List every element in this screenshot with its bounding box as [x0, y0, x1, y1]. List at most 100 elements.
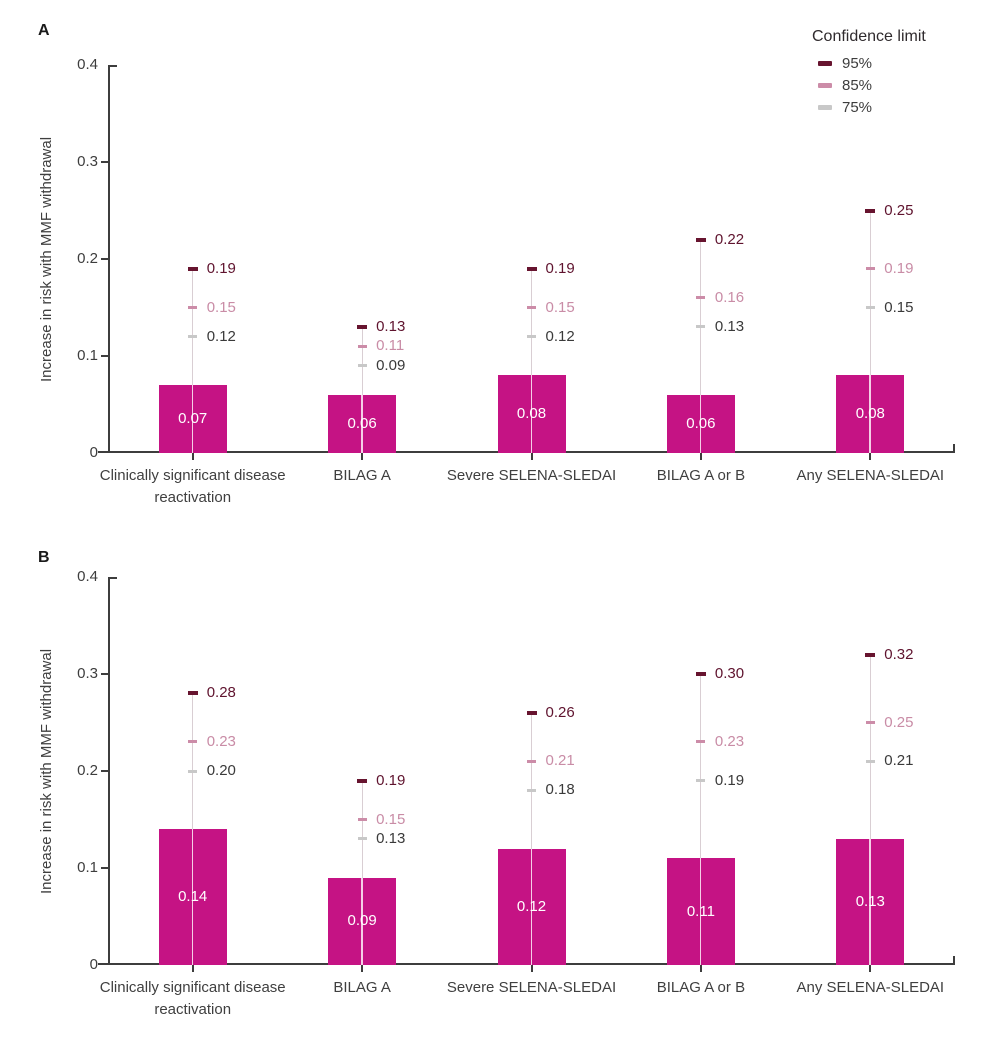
bar-value-label: 0.08 [855, 405, 885, 423]
category-label: BILAG A [333, 979, 391, 996]
ci-dash-85 [865, 267, 875, 271]
ci-label-95: 0.32 [884, 645, 914, 663]
y-tick-label: 0.2 [77, 250, 98, 267]
ci-dash-95 [526, 266, 537, 271]
y-tick-label: 0.4 [77, 56, 98, 73]
ci-dash-75 [696, 779, 706, 783]
y-axis-top-cap [108, 65, 117, 67]
ci-label-85: 0.23 [206, 732, 236, 750]
legend-label-85: 85% [842, 76, 873, 94]
y-axis-top-cap [108, 577, 117, 579]
y-tick [101, 770, 108, 772]
panel-a-plot-area: Increase in risk with MMF withdrawal 0 0.… [38, 56, 955, 506]
ci-dash-95 [526, 710, 537, 715]
ci-label-95: 0.19 [376, 771, 406, 789]
y-tick-label: 0.3 [77, 665, 98, 682]
ci-connector-line [869, 210, 871, 376]
bar-value-label: 0.06 [686, 414, 716, 432]
panel-b-plot-area: Increase in risk with MMF withdrawal 0 0.… [38, 568, 955, 1018]
ci-label-85: 0.15 [376, 810, 406, 828]
ci-dash-85 [357, 818, 367, 821]
ci-connector-on-bar [869, 375, 871, 453]
y-tick-label: 0.3 [77, 153, 98, 170]
ci-label-95: 0.30 [714, 665, 745, 682]
ci-connector-on-bar [699, 394, 702, 453]
y-tick-label: 0 [89, 956, 98, 973]
ci-label-75: 0.18 [545, 781, 575, 799]
ci-label-85: 0.15 [206, 298, 236, 316]
ci-label-95: 0.22 [714, 230, 745, 248]
ci-dash-75 [188, 335, 198, 339]
legend-swatch-85-icon [818, 82, 832, 88]
ci-label-85: 0.21 [545, 752, 575, 770]
ci-dash-85 [357, 344, 367, 348]
ci-label-75: 0.15 [884, 298, 914, 316]
ci-dash-95 [357, 778, 368, 783]
ci-connector-on-bar [361, 394, 363, 453]
ci-dash-95 [695, 237, 706, 242]
legend-swatch-75-icon [818, 104, 832, 110]
category-label: BILAG A or B [656, 467, 746, 484]
legend-label-95: 95% [842, 54, 873, 72]
ci-dash-85 [865, 721, 875, 724]
category-label: BILAG A or B [656, 979, 746, 996]
ci-dash-85 [188, 740, 198, 744]
ci-connector-on-bar [191, 385, 194, 453]
confidence-limit-legend: Confidence limit 95% 85% 75% [812, 28, 926, 118]
category-label: Any SELENA-SLEDAI [796, 979, 945, 996]
panel-b-letter: B [38, 549, 50, 566]
ci-label-75: 0.20 [206, 762, 236, 779]
ci-dash-75 [696, 325, 706, 329]
ci-dash-75 [188, 769, 198, 773]
ci-dash-75 [865, 306, 875, 309]
ci-label-95: 0.19 [545, 259, 575, 277]
ci-label-75: 0.21 [884, 752, 914, 770]
category-label: Any SELENA-SLEDAI [796, 467, 945, 484]
ci-connector-line [700, 239, 702, 395]
ci-label-95: 0.25 [884, 201, 914, 219]
x-category-tick [191, 453, 194, 460]
ci-dash-75 [865, 759, 875, 763]
bar-value-label: 0.11 [686, 902, 715, 920]
bar-value-label: 0.06 [347, 414, 377, 432]
ci-connector-line [361, 326, 363, 395]
x-category-tick [361, 965, 364, 972]
ci-dash-95 [865, 208, 876, 213]
ci-connector-line [531, 712, 532, 849]
y-tick [101, 673, 108, 675]
ci-dash-85 [696, 296, 706, 300]
ci-label-95: 0.28 [206, 684, 236, 702]
y-tick [101, 258, 108, 260]
ci-connector-line [869, 654, 871, 839]
legend-swatch-95-icon [818, 60, 832, 66]
ci-label-95: 0.26 [545, 703, 575, 721]
ci-label-75: 0.12 [206, 327, 236, 345]
ci-connector-line [192, 268, 194, 386]
y-tick-label: 0.2 [77, 762, 98, 779]
ci-dash-85 [527, 759, 536, 763]
x-category-tick [530, 453, 533, 460]
ci-label-75: 0.12 [545, 327, 575, 345]
ci-dash-85 [696, 740, 706, 744]
x-category-tick [530, 965, 533, 972]
category-label: Severe SELENA-SLEDAI [446, 467, 617, 484]
ci-dash-75 [527, 335, 536, 339]
ci-connector-on-bar [530, 848, 532, 965]
ci-dash-95 [187, 691, 198, 696]
ci-label-75: 0.13 [376, 829, 406, 847]
category-label: BILAG A [333, 467, 391, 484]
ci-connector-line [192, 693, 194, 830]
ci-label-85: 0.15 [545, 298, 575, 316]
category-label: Severe SELENA-SLEDAI [446, 979, 617, 996]
ci-dash-95 [695, 672, 706, 676]
ci-label-75: 0.13 [714, 317, 745, 335]
ci-connector-on-bar [191, 829, 194, 965]
y-tick-label: 0.1 [77, 859, 98, 876]
y-tick-label: 0 [89, 444, 98, 461]
x-category-tick [699, 965, 702, 972]
ci-dash-85 [527, 306, 536, 309]
bar-value-label: 0.14 [178, 888, 208, 906]
x-axis-end-cap [953, 956, 955, 965]
ci-label-85: 0.23 [714, 732, 745, 750]
